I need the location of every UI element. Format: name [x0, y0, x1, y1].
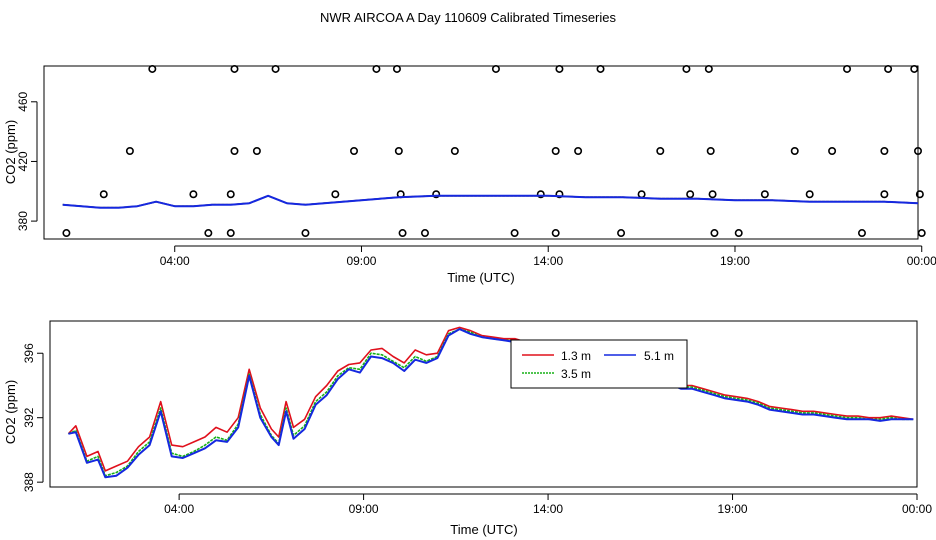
calibration-point: [450, 147, 459, 156]
calibration-point: [230, 64, 239, 73]
bottom-x-tick-label: 14:00: [533, 502, 563, 516]
top-y-tick-label: 380: [16, 211, 30, 231]
calibration-point: [805, 190, 814, 199]
calibration-point: [398, 229, 407, 238]
top-y-tick-label: 460: [16, 91, 30, 111]
calibration-point: [226, 229, 235, 238]
calibration-point: [551, 147, 560, 156]
legend-box: [510, 339, 688, 389]
calibration-point: [551, 229, 560, 238]
calibration-point: [350, 147, 359, 156]
top-x-tick-label: 04:00: [160, 254, 190, 268]
calibration-point: [420, 229, 429, 238]
top-y-tick-label: 420: [16, 151, 30, 171]
top-series-lines: [62, 194, 919, 209]
calibration-point: [884, 64, 893, 73]
calibration-point: [189, 190, 198, 199]
calibration-point: [491, 64, 500, 73]
calibration-point: [148, 64, 157, 73]
calibration-point: [706, 147, 715, 156]
bottom-x-tick-label: 09:00: [349, 502, 379, 516]
figure-title: NWR AIRCOA A Day 110609 Calibrated Times…: [320, 10, 616, 25]
top-series-line-5-1-m: [62, 194, 919, 209]
calibration-point: [510, 229, 519, 238]
calibration-point: [734, 229, 743, 238]
calibration-point: [432, 190, 441, 199]
legend-label-5-1m: 5.1 m: [644, 349, 674, 363]
calibration-point: [392, 64, 401, 73]
calibration-point: [617, 229, 626, 238]
bottom-y-axis: 388 392 396: [22, 343, 44, 492]
calibration-point: [682, 64, 691, 73]
bottom-y-axis-label: CO2 (ppm): [3, 380, 18, 444]
calibration-point: [760, 190, 769, 199]
top-x-tick-label: 00:00: [907, 254, 936, 268]
calibration-point: [857, 229, 866, 238]
bottom-y-tick-label: 388: [22, 472, 36, 492]
calibration-point: [596, 64, 605, 73]
top-x-tick-label: 09:00: [346, 254, 376, 268]
top-x-axis: 04:00 09:00 14:00 19:00 00:00: [160, 245, 936, 268]
calibration-point: [917, 229, 926, 238]
bottom-x-tick-label: 00:00: [902, 502, 932, 516]
calibration-point: [394, 147, 403, 156]
calibration-point: [230, 147, 239, 156]
bottom-x-axis: 04:00 09:00 14:00 19:00 00:00: [164, 493, 932, 516]
top-y-axis-label: CO2 (ppm): [3, 120, 18, 184]
calibration-point: [99, 190, 108, 199]
calibration-point: [226, 190, 235, 199]
top-x-tick-label: 14:00: [533, 254, 563, 268]
calibration-point: [790, 147, 799, 156]
calibration-point: [204, 229, 213, 238]
bottom-plot-frame: [49, 320, 918, 488]
calibration-point: [331, 190, 340, 199]
legend-label-3-5m: 3.5 m: [561, 367, 591, 381]
calibration-point: [536, 190, 545, 199]
calibration-point: [62, 229, 71, 238]
bottom-x-axis-label: Time (UTC): [450, 522, 517, 537]
top-panel: 04:00 09:00 14:00 19:00 00:00 380 420 460 Time…: [3, 64, 936, 285]
calibration-point: [686, 190, 695, 199]
top-calibration-points: [62, 64, 926, 238]
bottom-x-tick-label: 19:00: [718, 502, 748, 516]
top-x-tick-label: 19:00: [720, 254, 750, 268]
calibration-point: [828, 147, 837, 156]
calibration-point: [910, 64, 919, 73]
bottom-x-tick-label: 04:00: [164, 502, 194, 516]
top-plot-frame: [43, 65, 919, 240]
calibration-point: [125, 147, 134, 156]
bottom-series-lines: [67, 326, 914, 479]
legend-label-1-3m: 1.3 m: [561, 349, 591, 363]
calibration-point: [271, 64, 280, 73]
bottom-series-line-1-3-m: [67, 326, 914, 472]
calibration-point: [913, 147, 922, 156]
calibration-point: [704, 64, 713, 73]
calibration-point: [555, 64, 564, 73]
calibration-point: [843, 64, 852, 73]
calibration-point: [574, 147, 583, 156]
calibration-point: [301, 229, 310, 238]
calibration-point: [372, 64, 381, 73]
top-x-axis-label: Time (UTC): [447, 270, 514, 285]
calibration-point: [915, 190, 924, 199]
calibration-point: [708, 190, 717, 199]
bottom-series-line-5-1-m: [68, 328, 914, 479]
calibration-point: [880, 190, 889, 199]
legend: 1.3 m 3.5 m 5.1 m: [510, 339, 688, 389]
calibration-point: [555, 190, 564, 199]
calibration-point: [656, 147, 665, 156]
bottom-series-line-3-5-m: [68, 328, 914, 477]
top-y-axis: 380 420 460: [16, 91, 38, 231]
calibration-point: [710, 229, 719, 238]
bottom-y-tick-label: 392: [22, 407, 36, 427]
calibration-point: [252, 147, 261, 156]
calibration-point: [880, 147, 889, 156]
bottom-y-tick-label: 396: [22, 343, 36, 363]
bottom-panel: 04:00 09:00 14:00 19:00 00:00 388 392 396 Time…: [3, 320, 932, 537]
